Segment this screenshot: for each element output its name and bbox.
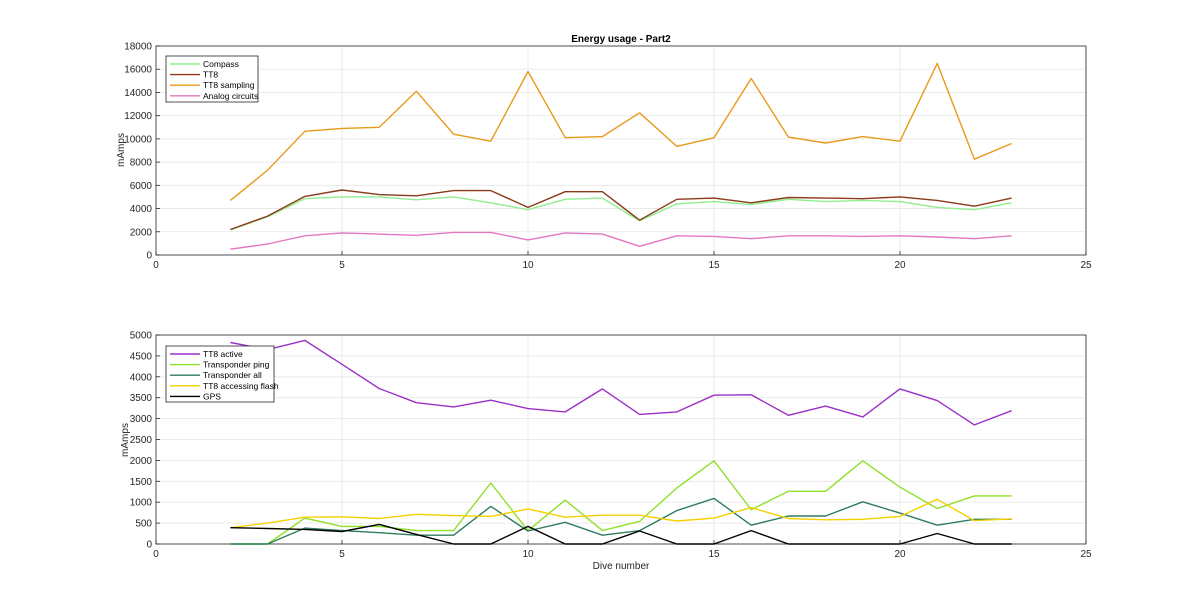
- bottom-chart-xtick-label: 10: [522, 549, 534, 560]
- bottom-chart-legend-label-tt8-active: TT8 active: [203, 349, 243, 359]
- top-chart: 0 5 10 15 20 25 0 2000 4000 6000 8000 10000 12000 140…: [116, 34, 1092, 271]
- top-chart-grid: [155, 45, 1087, 256]
- top-chart-ytick-label: 10000: [124, 134, 152, 145]
- top-chart-series-compass: [230, 196, 1012, 231]
- top-chart-ytick-label: 6000: [130, 181, 153, 192]
- top-chart-ylabel: mAmps: [116, 133, 127, 167]
- top-chart-ticks: 0 5 10 15 20 25 0 2000 4000 6000 8000 10000 12000 140…: [124, 42, 1092, 272]
- bottom-chart-ytick-label: 4000: [130, 372, 153, 383]
- bottom-chart: 0 5 10 15 20 25 0 500 1000 1500 2000 2500 3000 3500 40…: [120, 331, 1092, 573]
- bottom-chart-ytick-label: 2000: [130, 456, 153, 467]
- top-chart-legend-label-tt8-sampling: TT8 sampling: [203, 80, 255, 90]
- top-chart-plot-area: [155, 45, 1087, 256]
- bottom-chart-series-transponder-all: [230, 497, 1012, 545]
- bottom-chart-xtick-label: 0: [153, 549, 159, 560]
- top-chart-title: Energy usage - Part2: [571, 34, 671, 45]
- top-chart-legend-label-compass: Compass: [203, 59, 239, 69]
- bottom-chart-legend-label-gps: GPS: [203, 391, 221, 401]
- top-chart-ytick-label: 0: [146, 251, 152, 262]
- bottom-chart-xtick-label: 20: [894, 549, 906, 560]
- bottom-chart-series-gps: [230, 523, 1012, 545]
- bottom-chart-series: [230, 339, 1012, 545]
- bottom-chart-ytick-label: 500: [135, 519, 152, 530]
- top-chart-ytick-label: 16000: [124, 65, 152, 76]
- bottom-chart-legend-label-transponder-ping: Transponder ping: [203, 360, 270, 370]
- bottom-chart-ytick-label: 5000: [130, 331, 153, 342]
- top-chart-ytick-label: 2000: [130, 227, 153, 238]
- bottom-chart-series-tt8-active: [230, 339, 1012, 426]
- bottom-chart-ytick-label: 0: [146, 540, 152, 551]
- bottom-chart-ytick-label: 1500: [130, 477, 153, 488]
- top-chart-series-tt8-sampling: [229, 62, 1012, 201]
- top-chart-legend-label-analog-circuits: Analog circuits: [203, 91, 258, 101]
- top-chart-series-analog-circuits: [230, 231, 1012, 250]
- top-chart-legend-label-tt8: TT8: [203, 70, 218, 80]
- top-chart-xtick-label: 10: [522, 260, 534, 271]
- bottom-chart-ytick-label: 2500: [130, 435, 153, 446]
- bottom-chart-series-transponder-ping: [230, 460, 1012, 545]
- top-chart-xtick-label: 0: [153, 260, 159, 271]
- top-chart-series: [229, 62, 1012, 250]
- bottom-chart-ytick-label: 3500: [130, 393, 153, 404]
- bottom-chart-series-tt8-accessing-flash: [230, 498, 1012, 529]
- top-chart-ytick-label: 14000: [124, 88, 152, 99]
- top-chart-ytick-label: 4000: [130, 204, 153, 215]
- bottom-chart-legend-label-transponder-all: Transponder all: [203, 370, 262, 380]
- top-chart-xtick-label: 5: [339, 260, 345, 271]
- top-chart-xtick-label: 15: [708, 260, 720, 271]
- bottom-chart-xlabel: Dive number: [593, 561, 650, 572]
- bottom-chart-ylabel: mAmps: [120, 423, 131, 457]
- bottom-chart-xtick-label: 15: [708, 549, 720, 560]
- top-chart-xtick-label: 25: [1080, 260, 1092, 271]
- bottom-chart-legend-box: [165, 345, 275, 403]
- top-chart-xtick-label: 20: [894, 260, 906, 271]
- bottom-chart-ytick-label: 3000: [130, 414, 153, 425]
- bottom-chart-xtick-label: 5: [339, 549, 345, 560]
- top-chart-ytick-label: 18000: [124, 42, 152, 53]
- bottom-chart-ytick-label: 4500: [130, 351, 153, 362]
- top-chart-ytick-label: 8000: [130, 158, 153, 169]
- bottom-chart-ytick-label: 1000: [130, 498, 153, 509]
- bottom-chart-ticks: 0 5 10 15 20 25 0 500 1000 1500 2000 2500 3000 3500 40…: [130, 331, 1092, 561]
- top-chart-ytick-label: 12000: [124, 111, 152, 122]
- bottom-chart-xtick-label: 25: [1080, 549, 1092, 560]
- bottom-chart-legend-label-tt8-accessing-flash: TT8 accessing flash: [203, 381, 279, 391]
- top-chart-series-tt8: [230, 189, 1012, 231]
